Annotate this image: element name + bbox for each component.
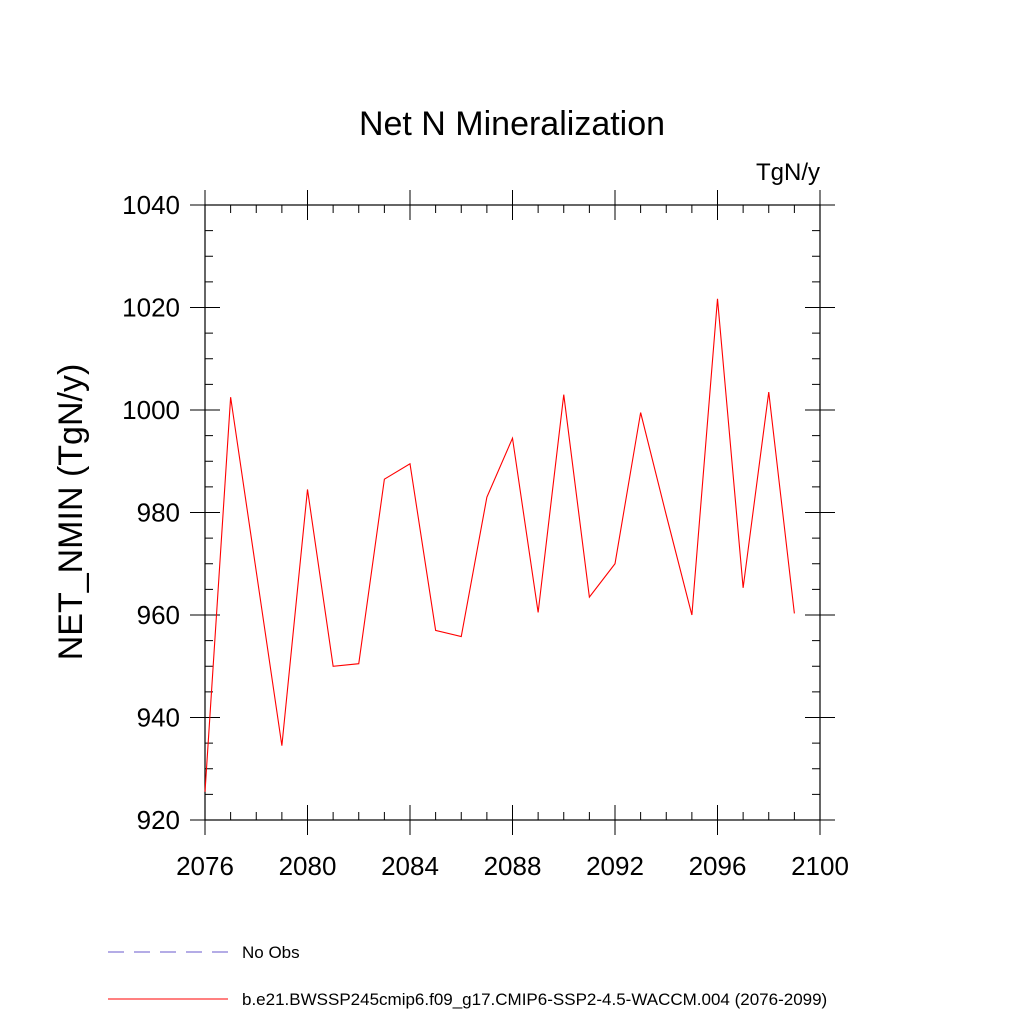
y-tick-label: 980 (137, 498, 180, 528)
x-tick-label: 2096 (689, 851, 747, 881)
units-label: TgN/y (756, 159, 820, 186)
series-layer (204, 298, 795, 792)
x-tick-label: 2088 (484, 851, 542, 881)
y-tick-label: 920 (137, 805, 180, 835)
series-line (204, 298, 795, 792)
chart-title: Net N Mineralization (359, 105, 665, 143)
axis-ticks (190, 190, 835, 835)
y-tick-label: 1020 (122, 293, 180, 323)
x-tick-label: 2084 (381, 851, 439, 881)
x-tick-label: 2076 (176, 851, 234, 881)
x-tick-label: 2092 (586, 851, 644, 881)
y-tick-label: 1040 (122, 190, 180, 220)
y-tick-label: 940 (137, 703, 180, 733)
y-axis-label: NET_NMIN (TgN/y) (52, 364, 90, 661)
y-tick-label: 960 (137, 600, 180, 630)
legend: No Obs b.e21.BWSSP245cmip6.f09_g17.CMIP6-… (108, 943, 827, 1009)
x-tick-label: 2100 (791, 851, 849, 881)
plot-frame (204, 204, 821, 821)
axis-tick-labels: 2076 2080 2084 2088 2092 2096 2100 920 940 960 980… (122, 190, 849, 881)
legend-label: No Obs (242, 943, 300, 962)
y-tick-label: 1000 (122, 395, 180, 425)
legend-label: b.e21.BWSSP245cmip6.f09_g17.CMIP6-SSP2-4… (242, 990, 827, 1009)
x-tick-label: 2080 (279, 851, 337, 881)
